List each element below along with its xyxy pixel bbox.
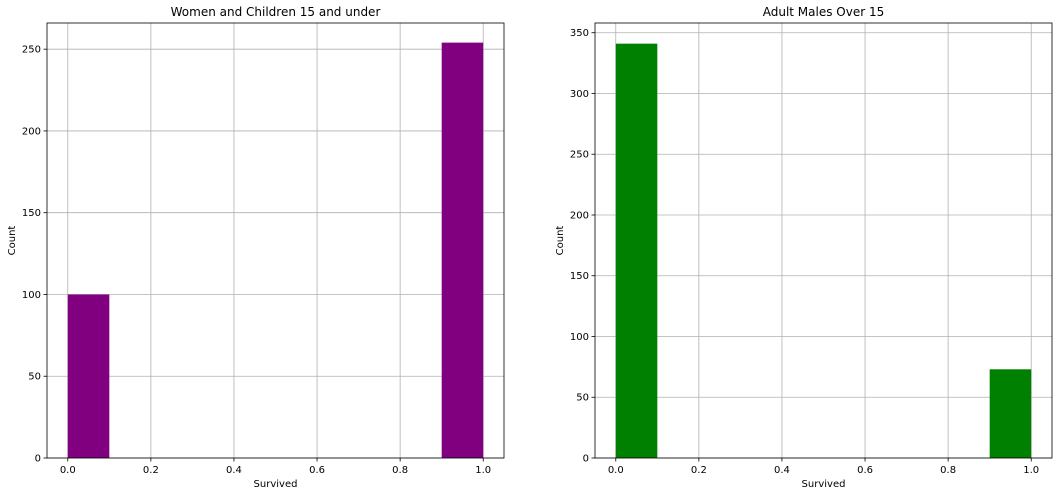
- x-tick-label: 0.6: [309, 465, 325, 476]
- y-tick-label: 100: [570, 332, 589, 343]
- x-tick-label: 1.0: [475, 465, 491, 476]
- x-tick-label: 0.8: [392, 465, 408, 476]
- y-tick-label: 200: [22, 126, 41, 137]
- y-tick-label: 250: [570, 150, 589, 161]
- axes-frame: [594, 22, 1053, 459]
- bar-2: [989, 369, 1032, 458]
- x-tick-label: 0.4: [774, 465, 790, 476]
- y-tick-label: 0: [583, 454, 589, 465]
- x-tick-label: 0.2: [143, 465, 159, 476]
- x-axis-label: Survived: [254, 479, 298, 490]
- x-tick-label: 0.0: [608, 465, 624, 476]
- gridlines: [595, 23, 1052, 459]
- y-tick-label: 250: [22, 45, 41, 56]
- y-tick-label: 350: [570, 28, 589, 39]
- y-tick-label: 50: [576, 393, 589, 404]
- y-axis-label: Count: [555, 226, 566, 256]
- y-tick-label: 0: [35, 454, 41, 465]
- x-tick-label: 0.6: [857, 465, 873, 476]
- bar-2: [441, 42, 484, 459]
- x-tick-label: 0.8: [940, 465, 956, 476]
- x-tick-label: 0.0: [60, 465, 76, 476]
- x-tick-label: 0.4: [226, 465, 242, 476]
- y-tick-label: 150: [22, 208, 41, 219]
- gridlines: [47, 23, 504, 459]
- y-tick-label: 300: [570, 89, 589, 100]
- x-tick-label: 0.2: [691, 465, 707, 476]
- chart-panel-2: 0.0 0.2 0.4 0.6 0.8 1.0 0 50 100 150 200 250 300 350 A…: [555, 5, 1053, 490]
- x-tick-label: 1.0: [1023, 465, 1039, 476]
- chart-title: Women and Children 15 and under: [171, 5, 381, 19]
- axes-frame: [46, 22, 505, 459]
- y-axis-label: Count: [7, 226, 18, 256]
- bar-1: [615, 43, 658, 458]
- y-tick-label: 200: [570, 210, 589, 221]
- x-axis-label: Survived: [802, 479, 846, 490]
- y-tick-label: 50: [28, 372, 41, 383]
- y-tick-label: 100: [22, 290, 41, 301]
- chart-panel-1: 0.0 0.2 0.4 0.6 0.8 1.0 0 50 100 150 200 250 Women a…: [7, 5, 505, 490]
- chart-title: Adult Males Over 15: [763, 5, 885, 19]
- bar-1: [67, 294, 110, 458]
- y-tick-label: 150: [570, 271, 589, 282]
